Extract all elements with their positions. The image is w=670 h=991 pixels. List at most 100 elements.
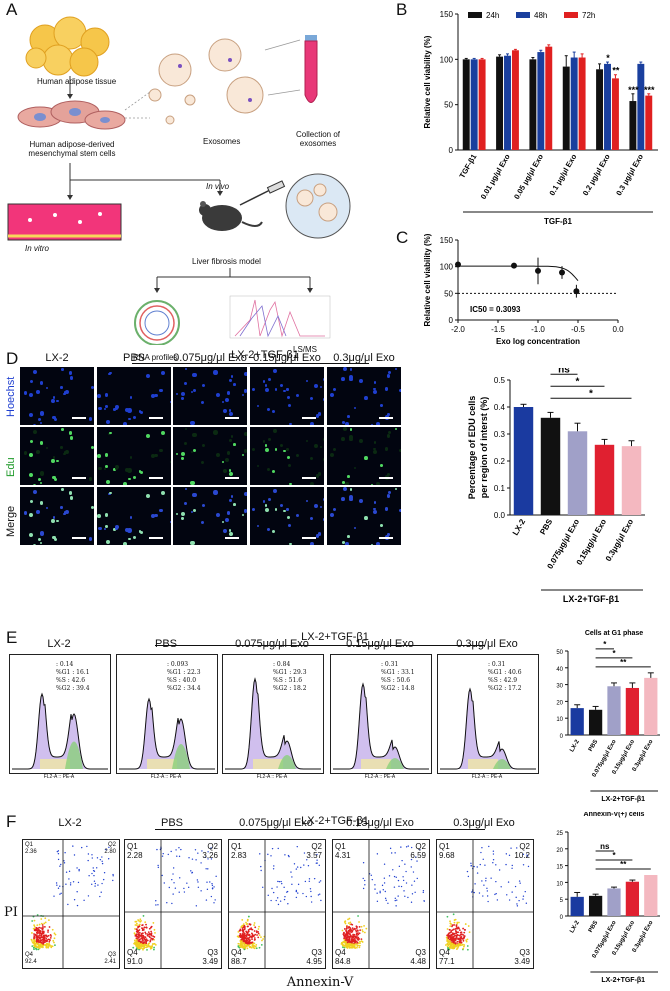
micrograph-column-label: PBS (122, 352, 145, 364)
cell-nucleus (222, 400, 225, 403)
flow-event (460, 931, 463, 934)
flow-event (456, 931, 459, 934)
scale-bar (72, 417, 86, 419)
flow-event (243, 945, 246, 947)
cell-nucleus (342, 367, 347, 372)
cell-nucleus (150, 394, 155, 399)
cell-nucleus (295, 513, 300, 518)
scale-bar (225, 477, 239, 479)
flow-event (395, 905, 397, 907)
cell-nucleus (286, 395, 291, 400)
flow-event (290, 871, 292, 873)
bar-title: Cells at G1 phase (585, 630, 643, 637)
cell-nucleus (373, 380, 377, 384)
micrograph-cell (327, 367, 401, 425)
flow-event (30, 938, 33, 941)
flow-event (36, 924, 39, 927)
cell-nucleus (387, 490, 392, 494)
flow-event (205, 899, 208, 901)
cell-nucleus (145, 373, 150, 378)
flow-event (359, 940, 361, 943)
flow-event (318, 864, 320, 867)
flow-event (519, 882, 521, 884)
flow-event (41, 946, 44, 949)
flow-event (293, 863, 296, 865)
flow-plot-svg (333, 840, 429, 968)
cell-nucleus (90, 445, 94, 449)
micrograph-row-label: Hoechst (5, 376, 17, 417)
flow-event (258, 925, 260, 928)
flow-event (446, 942, 449, 945)
micrograph-cell (97, 487, 171, 545)
flow-event (291, 876, 293, 878)
flow-event (178, 891, 180, 893)
cell-cycle-histogram: : 0.31 %G1 : 40.6 %S : 42.9 %G2 : 17.2 (437, 654, 539, 774)
flow-event (317, 894, 320, 896)
cell-nucleus (319, 385, 322, 389)
cell-nucleus (122, 543, 127, 545)
flow-event (400, 846, 402, 848)
flow-event (248, 928, 251, 930)
flow-event (257, 936, 260, 939)
flow-event (393, 875, 396, 878)
flow-event (446, 939, 449, 942)
flow-event (200, 890, 202, 892)
cell-nucleus (323, 377, 324, 382)
cell-nucleus (183, 502, 187, 505)
flow-event (53, 932, 56, 935)
flow-event (67, 903, 69, 906)
cell-nucleus (306, 499, 309, 503)
cell-nucleus (314, 504, 319, 509)
flow-event (141, 924, 144, 926)
flow-event (135, 937, 138, 940)
cell-nucleus (201, 384, 206, 388)
cell-nucleus (264, 384, 267, 387)
flow-event (462, 934, 465, 936)
bar (540, 417, 561, 515)
flow-event (458, 934, 461, 937)
panel-f-group-line (155, 829, 485, 830)
flow-event (243, 932, 246, 935)
flow-event (168, 886, 170, 889)
flow-event (63, 860, 65, 862)
cell-nucleus (150, 454, 155, 459)
cell-nucleus (266, 468, 270, 472)
flow-event (152, 922, 155, 924)
bar-ytick-label: 40 (556, 667, 563, 673)
cell-nucleus (271, 409, 275, 414)
flow-event (51, 945, 54, 948)
flow-event (37, 936, 40, 939)
flow-event (254, 945, 257, 948)
flow-event (191, 858, 194, 860)
bar-xtick-label: 0.3μg/μl Exo (632, 739, 655, 773)
flow-event (253, 939, 256, 941)
b-significance: * (606, 53, 610, 63)
cell-nucleus (323, 518, 324, 521)
flow-event (65, 871, 68, 873)
cell-nucleus (329, 512, 334, 517)
flow-event (515, 896, 517, 899)
flow-event (138, 932, 140, 934)
cell-nucleus (88, 476, 93, 481)
flow-event (492, 850, 495, 852)
in-vitro-well-illustration (7, 203, 122, 241)
flow-event (197, 886, 200, 888)
cell-nucleus (315, 534, 320, 538)
cell-nucleus (39, 482, 42, 485)
flow-event (134, 924, 137, 926)
b-ytick-label: 150 (440, 10, 454, 19)
flow-event (296, 845, 298, 848)
flow-event (353, 933, 356, 936)
flow-event (197, 881, 199, 883)
flow-event (35, 934, 38, 937)
cell-nucleus (268, 437, 272, 441)
bar (621, 446, 642, 515)
cell-nucleus (348, 375, 354, 380)
cell-nucleus (154, 514, 158, 518)
cell-nucleus (266, 528, 270, 532)
significance-label: ns (558, 368, 570, 375)
annexin-flow-plot: Q1 2.36 Q2 2.80 Q4 92.4 Q3 2.41 (22, 839, 120, 969)
flow-event (31, 932, 33, 934)
cell-nucleus (372, 449, 378, 455)
flow-event (419, 849, 421, 851)
